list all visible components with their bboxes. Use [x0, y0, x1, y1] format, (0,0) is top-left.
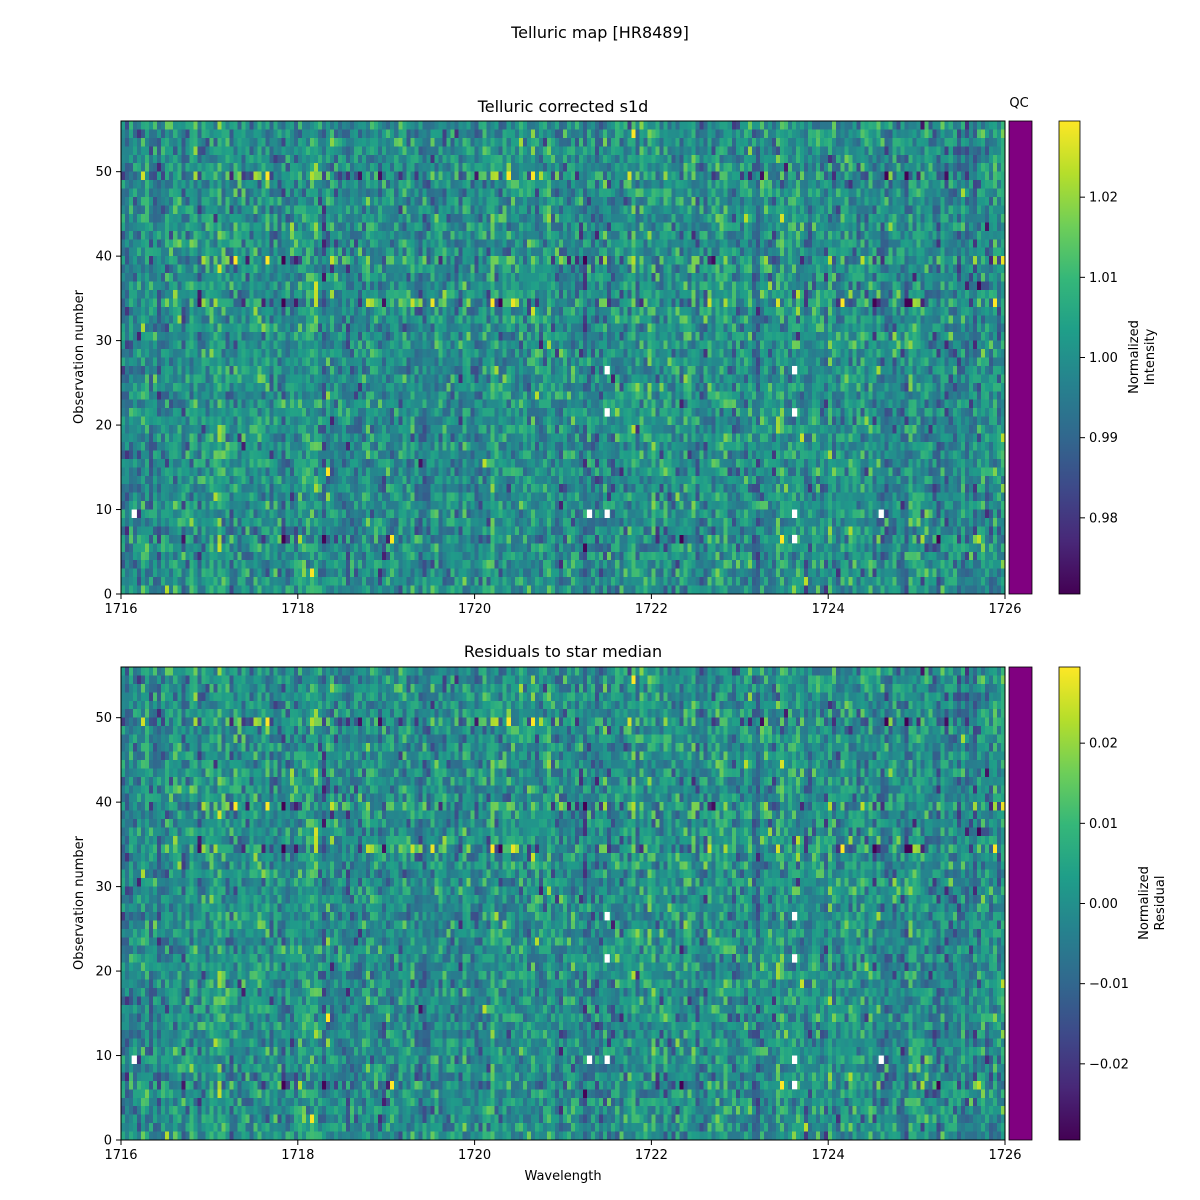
colorbar-tick-label: 1.00 — [1089, 351, 1118, 366]
y-tick-label: 0 — [104, 588, 112, 603]
masked-cell — [604, 911, 610, 921]
colorbar-label-line-2: Intensity — [1143, 328, 1158, 385]
colorbar-tick-label: 0.98 — [1089, 511, 1118, 526]
y-tick-label: 10 — [95, 1049, 112, 1064]
x-tick-label: 1722 — [635, 1148, 668, 1163]
masked-cell — [791, 1080, 798, 1090]
colorbar — [1058, 120, 1081, 595]
masked-cell — [791, 408, 798, 417]
masked-cell — [131, 1055, 137, 1064]
y-tick-label: 40 — [95, 796, 112, 811]
x-tick-label: 1724 — [812, 1148, 845, 1163]
panel-title: Telluric corrected s1d — [477, 97, 649, 116]
y-axis-label: Observation number — [72, 289, 87, 424]
x-axis-label: Wavelength — [524, 1169, 601, 1184]
axes-frame — [120, 120, 1006, 595]
x-tick-label: 1720 — [458, 1148, 491, 1163]
qc-strip — [1008, 666, 1033, 1141]
masked-cell — [878, 1055, 884, 1064]
x-tick-label: 1726 — [988, 1148, 1021, 1163]
colorbar-tick-label: 0.02 — [1089, 737, 1118, 752]
x-tick-label: 1716 — [104, 1148, 137, 1163]
masked-cell — [791, 911, 798, 921]
y-tick-label: 30 — [95, 334, 112, 349]
y-tick-label: 30 — [95, 880, 112, 895]
x-tick-label: 1718 — [281, 1148, 314, 1163]
heatmap-image — [121, 121, 1005, 594]
colorbar-tick-label: 1.02 — [1089, 191, 1118, 206]
x-tick-label: 1726 — [988, 602, 1021, 617]
qc-label: QC — [1009, 96, 1028, 111]
masked-cell — [791, 365, 798, 375]
qc-strip — [1008, 120, 1033, 595]
x-tick-label: 1724 — [812, 602, 845, 617]
masked-cell — [791, 954, 798, 963]
masked-cell — [791, 534, 798, 544]
y-tick-label: 20 — [95, 419, 112, 434]
y-tick-label: 50 — [95, 165, 112, 180]
panel-residuals: Residuals to star median Observation num… — [72, 642, 1168, 1184]
colorbar-tick-label: 0.99 — [1089, 431, 1118, 446]
colorbar — [1058, 666, 1081, 1141]
x-tick-label: 1722 — [635, 602, 668, 617]
y-tick-label: 20 — [95, 965, 112, 980]
masked-cell — [604, 408, 610, 417]
colorbar-tick-label: 0.01 — [1089, 817, 1118, 832]
colorbar-tick-label: 1.01 — [1089, 271, 1118, 286]
heatmap-image — [121, 667, 1005, 1140]
masked-cell — [586, 1055, 593, 1064]
masked-cell — [604, 365, 610, 375]
masked-cell — [604, 1055, 610, 1064]
colorbar-label-line-1: Normalized — [1137, 866, 1152, 940]
y-tick-label: 10 — [95, 503, 112, 518]
colorbar-label-line-2: Residual — [1153, 876, 1168, 931]
colorbar-tick-label: −0.02 — [1089, 1057, 1129, 1072]
masked-cell — [791, 1055, 798, 1064]
colorbar-tick-label: −0.01 — [1089, 977, 1129, 992]
masked-cell — [604, 509, 610, 518]
y-axis-label: Observation number — [72, 835, 87, 970]
figure-suptitle: Telluric map [HR8489] — [510, 23, 689, 42]
masked-cell — [791, 509, 798, 518]
masked-cell — [878, 509, 884, 518]
masked-cell — [586, 509, 593, 518]
panel-title: Residuals to star median — [464, 642, 662, 661]
y-tick-label: 0 — [104, 1134, 112, 1149]
masked-cell — [604, 954, 610, 963]
colorbar-tick-label: 0.00 — [1089, 897, 1118, 912]
masked-cell — [131, 509, 137, 518]
y-tick-label: 50 — [95, 711, 112, 726]
x-tick-label: 1718 — [281, 602, 314, 617]
x-tick-label: 1716 — [104, 602, 137, 617]
axes-frame — [120, 666, 1006, 1141]
y-tick-label: 40 — [95, 250, 112, 265]
panel-telluric-corrected: Telluric corrected s1d QC Observation nu… — [72, 96, 1158, 617]
colorbar-label-line-1: Normalized — [1127, 320, 1142, 394]
x-tick-label: 1720 — [458, 602, 491, 617]
